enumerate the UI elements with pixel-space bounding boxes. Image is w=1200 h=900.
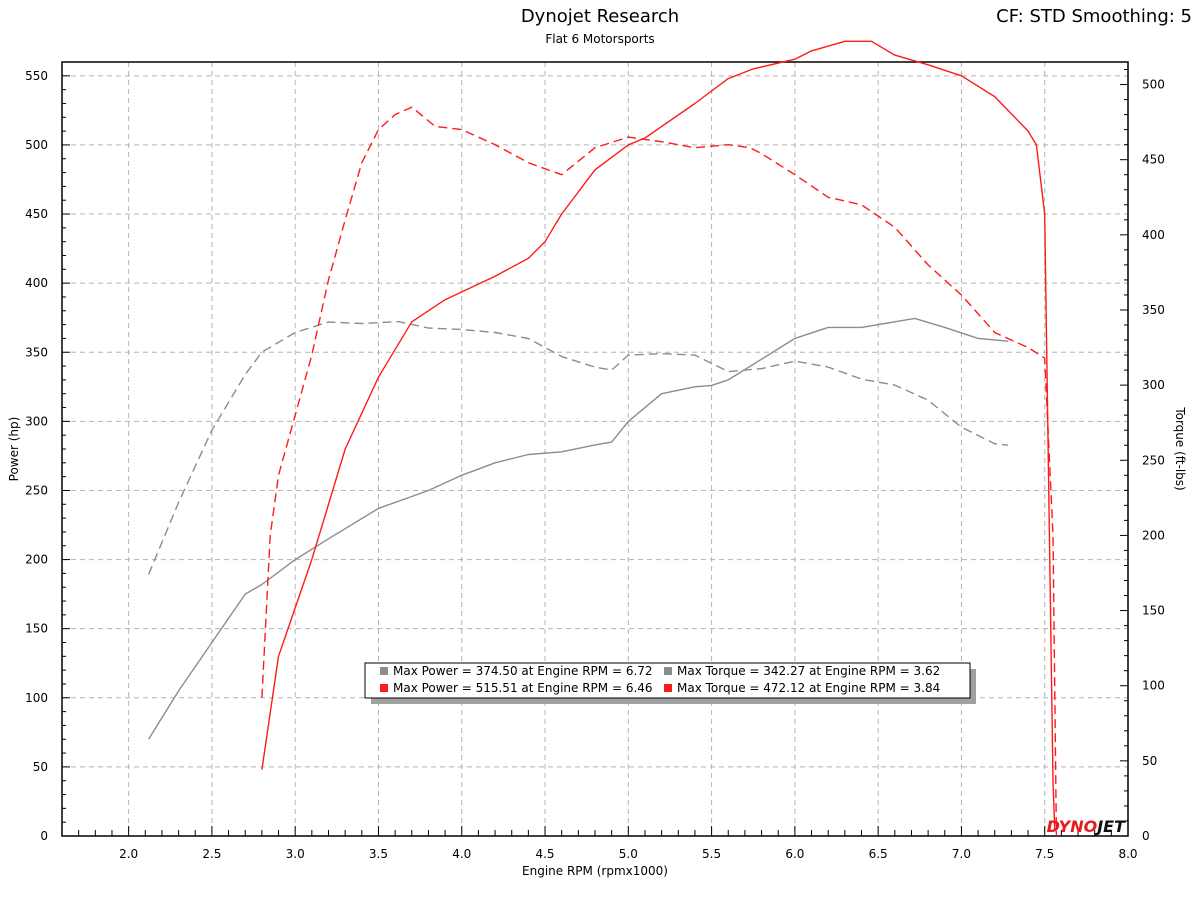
- y-left-tick-label: 250: [25, 483, 48, 497]
- x-tick-label: 5.5: [702, 847, 721, 861]
- y-left-tick-label: 200: [25, 553, 48, 567]
- run2-torque-line: [261, 106, 1058, 837]
- run1-torque-line: [147, 320, 1009, 575]
- logo-part-dyno: DYNO: [1047, 817, 1098, 836]
- plot-frame: [61, 61, 1129, 837]
- y-left-tick-label: 500: [25, 138, 48, 152]
- legend-entry: Max Power = 515.51 at Engine RPM = 6.46: [393, 681, 653, 695]
- logo-part-jet: JET: [1094, 817, 1126, 836]
- y-right-tick-label: 300: [1142, 378, 1165, 392]
- y-right-tick-label: 0: [1142, 829, 1150, 843]
- y-right-tick-label: 100: [1142, 679, 1165, 693]
- x-tick-label: 2.5: [202, 847, 221, 861]
- x-tick-label: 3.5: [369, 847, 388, 861]
- y-right-tick-label: 50: [1142, 754, 1157, 768]
- legend-entry: Max Power = 374.50 at Engine RPM = 6.72: [393, 664, 653, 678]
- y-right-tick-label: 400: [1142, 228, 1165, 242]
- axes: [61, 61, 1129, 837]
- grid-lines: [62, 62, 1129, 837]
- x-tick-label: 8.0: [1118, 847, 1137, 861]
- legend-swatch: [380, 684, 388, 692]
- x-tick-label: 3.0: [286, 847, 305, 861]
- y-right-tick-label: 150: [1142, 604, 1165, 618]
- y-left-tick-label: 550: [25, 69, 48, 83]
- y-right-tick-label: 450: [1142, 153, 1165, 167]
- x-tick-label: 4.0: [452, 847, 471, 861]
- right-axis-label: Torque (ft-lbs): [1173, 406, 1187, 490]
- y-left-tick-label: 400: [25, 276, 48, 290]
- chart-subtitle: Flat 6 Motorsports: [545, 32, 655, 46]
- legend: Max Power = 374.50 at Engine RPM = 6.72 M…: [364, 662, 976, 704]
- legend-swatch: [380, 667, 388, 675]
- x-tick-label: 7.5: [1035, 847, 1054, 861]
- series-lines: [147, 40, 1058, 837]
- x-tick-label: 6.0: [785, 847, 804, 861]
- y-left-tick-label: 0: [40, 829, 48, 843]
- x-tick-label: 7.0: [952, 847, 971, 861]
- dynojet-logo: DYNOJET: [1047, 817, 1127, 836]
- x-tick-label: 6.5: [869, 847, 888, 861]
- y-left-tick-label: 350: [25, 345, 48, 359]
- run1-power-line: [148, 317, 1009, 740]
- run2-power-line: [261, 40, 1056, 830]
- y-right-tick-label: 250: [1142, 453, 1165, 467]
- y-right-tick-label: 500: [1142, 78, 1165, 92]
- x-tick-label: 4.5: [535, 847, 554, 861]
- chart-title: Dynojet Research: [520, 6, 680, 27]
- tick-marks: 2.0 2.5 3.0 3.5 4.0 4.5 5.0 5.5 6.0 6.5 7.0 7.5 8.0 0…: [25, 61, 1165, 861]
- legend-entry: Max Torque = 472.12 at Engine RPM = 3.84: [677, 681, 940, 695]
- x-tick-label: 2.0: [119, 847, 138, 861]
- x-axis-label: Engine RPM (rpmx1000): [522, 864, 668, 878]
- y-right-tick-label: 350: [1142, 303, 1165, 317]
- legend-swatch: [664, 684, 672, 692]
- y-left-tick-label: 100: [25, 691, 48, 705]
- legend-entry: Max Torque = 342.27 at Engine RPM = 3.62: [677, 664, 940, 678]
- left-axis-label: Power (hp): [7, 417, 21, 482]
- y-left-tick-label: 450: [25, 207, 48, 221]
- correction-smoothing-label: CF: STD Smoothing: 5: [996, 6, 1192, 27]
- y-left-tick-label: 300: [25, 414, 48, 428]
- legend-swatch: [664, 667, 672, 675]
- y-left-tick-label: 50: [33, 760, 48, 774]
- y-right-tick-label: 200: [1142, 528, 1165, 542]
- y-left-tick-label: 150: [25, 622, 48, 636]
- x-tick-label: 5.0: [619, 847, 638, 861]
